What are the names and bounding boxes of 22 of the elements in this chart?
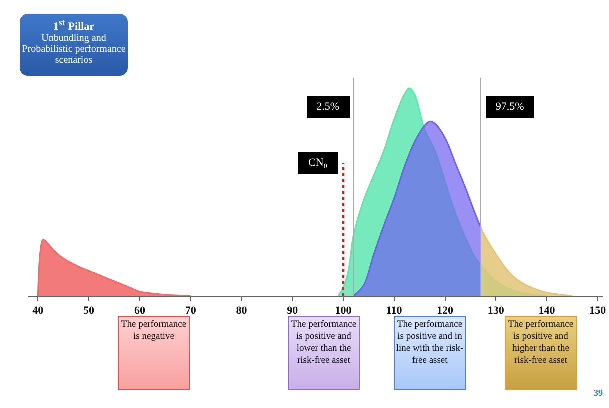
- text: The performance is negative: [118, 316, 190, 390]
- x-tick-label: 90: [287, 305, 299, 318]
- x-tick-label: 110: [386, 305, 403, 318]
- text: 39: [594, 388, 603, 398]
- x-tick-label: 40: [32, 305, 44, 318]
- x-tick-label: 50: [84, 305, 96, 318]
- x-tick-label: 100: [335, 305, 352, 318]
- x-tick-label: 70: [185, 305, 197, 318]
- x-tick-label: 80: [236, 305, 248, 318]
- annotation: 2.5%: [306, 96, 350, 118]
- chart-title: 1$^{st}$ Pillar: [53, 17, 95, 33]
- annotation: CN₀: [298, 152, 338, 174]
- chart-subtitle: Unbundling and Probabilistic performance scenarios: [21, 32, 127, 66]
- x-tick-label: 120: [437, 305, 454, 318]
- x-tick-label: 140: [538, 305, 556, 318]
- annotation: 97.5%: [486, 96, 534, 118]
- text: The performance is positive and lower than the risk-free asset: [288, 316, 360, 390]
- text: The performance is positive and in line with the risk-free asset: [394, 316, 466, 390]
- x-tick-label: 130: [488, 305, 505, 318]
- x-tick-label: 150: [590, 305, 607, 318]
- x-tick-label: 60: [134, 305, 146, 318]
- text: The performance is positive and higher than the risk-free asset: [505, 316, 577, 390]
